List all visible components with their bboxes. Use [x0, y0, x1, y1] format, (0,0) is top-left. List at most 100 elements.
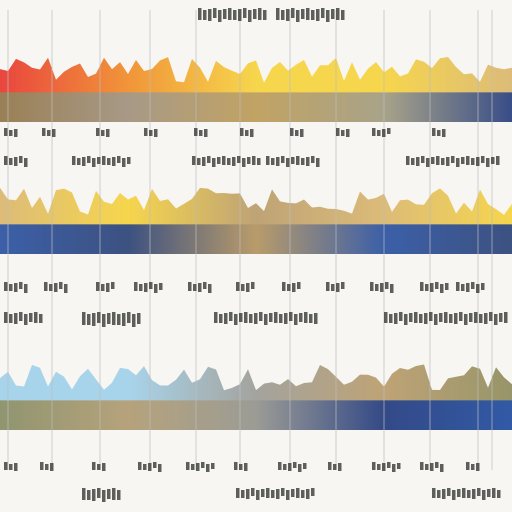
- smudge-mark: [87, 314, 91, 325]
- smudge-mark: [24, 284, 28, 293]
- smudge-mark: [9, 284, 13, 291]
- smudge-mark: [295, 130, 299, 136]
- smudge-mark: [466, 462, 470, 470]
- smudge-mark: [382, 129, 386, 137]
- smudge-mark: [346, 129, 350, 137]
- smudge-mark: [276, 157, 280, 166]
- smudge-mark: [192, 156, 196, 165]
- smudge-mark: [424, 313, 428, 324]
- smudge-mark: [387, 128, 391, 134]
- smudge-mark: [257, 158, 261, 165]
- smudge-mark: [382, 463, 386, 471]
- smudge-mark: [296, 156, 300, 165]
- smudge-mark: [442, 129, 446, 137]
- smudge-mark: [399, 312, 403, 321]
- smudge-mark: [159, 283, 163, 290]
- smudge-mark: [9, 158, 13, 165]
- smudge-mark: [266, 156, 270, 165]
- smudge-mark: [471, 158, 475, 165]
- smudge-mark: [47, 130, 51, 136]
- smudge-mark: [19, 282, 23, 289]
- smudge-mark: [487, 489, 491, 497]
- smudge-mark: [336, 283, 340, 292]
- smudge-mark: [435, 282, 439, 289]
- smudge-mark: [202, 157, 206, 166]
- smudge-mark: [49, 284, 53, 291]
- smudge-mark: [39, 314, 43, 323]
- smudge-mark: [259, 312, 263, 321]
- smudge-mark: [244, 312, 248, 323]
- smudge-mark: [333, 464, 337, 470]
- smudge-mark: [148, 463, 152, 471]
- smudge-mark: [252, 156, 256, 165]
- smudge-mark: [457, 489, 461, 497]
- smudge-mark: [54, 283, 58, 292]
- smudge-mark: [431, 157, 435, 164]
- smudge-mark: [241, 490, 245, 498]
- smudge-mark: [271, 490, 275, 498]
- smudge-mark: [375, 284, 379, 291]
- smudge-mark: [437, 130, 441, 136]
- smudge-mark: [87, 490, 91, 500]
- smudge-mark: [127, 157, 131, 164]
- smudge-mark: [45, 464, 49, 470]
- smudge-mark: [4, 312, 8, 323]
- smudge-mark: [452, 490, 456, 500]
- smudge-mark: [447, 488, 451, 496]
- smudge-mark: [274, 312, 278, 323]
- band-middle: [0, 187, 512, 254]
- smudge-mark: [284, 313, 288, 324]
- smudge-mark: [243, 8, 247, 18]
- smudge-mark: [234, 314, 238, 325]
- smudge-mark: [144, 283, 148, 292]
- smudge-mark: [437, 490, 441, 498]
- smudge-mark: [153, 462, 157, 468]
- smudge-mark: [466, 283, 470, 292]
- smudge-mark: [102, 156, 106, 165]
- smudge-mark: [9, 130, 13, 136]
- smudge-mark: [101, 130, 105, 136]
- smudge-mark: [228, 8, 232, 20]
- smudge-mark: [201, 462, 205, 468]
- smudge-mark: [304, 312, 308, 323]
- smudge-mark: [491, 157, 495, 164]
- smudge-mark: [426, 158, 430, 167]
- smudge-mark: [394, 313, 398, 324]
- smudge-mark: [42, 128, 46, 136]
- smudge-mark: [44, 282, 48, 291]
- smudge-mark: [296, 10, 300, 22]
- smudge-mark: [420, 462, 424, 470]
- smudge-mark: [224, 313, 228, 324]
- smudge-mark: [229, 312, 233, 321]
- smudge-mark: [479, 314, 483, 323]
- smudge-mark: [372, 128, 376, 136]
- smudge-mark: [212, 158, 216, 167]
- smudge-mark: [237, 156, 241, 163]
- smudge-mark: [486, 158, 490, 167]
- smudge-mark: [219, 314, 223, 323]
- smudge-mark: [101, 284, 105, 291]
- smudge-mark: [293, 462, 297, 468]
- smudge-mark: [380, 283, 384, 292]
- smudge-mark: [106, 129, 110, 137]
- smudge-mark: [4, 128, 8, 136]
- smudge-mark: [217, 157, 221, 164]
- smudge-mark: [288, 463, 292, 471]
- smudge-mark: [425, 464, 429, 470]
- smudge-mark: [149, 282, 153, 289]
- smudge-mark: [239, 464, 243, 470]
- smudge-mark: [441, 158, 445, 165]
- smudged-glyph-marks: [4, 8, 508, 502]
- smudge-mark: [112, 157, 116, 166]
- smudge-mark: [29, 313, 33, 322]
- ground-strip: [0, 92, 512, 122]
- smudge-mark: [494, 314, 498, 325]
- smudge-mark: [102, 314, 106, 327]
- smudge-mark: [4, 462, 8, 470]
- smudge-mark: [492, 488, 496, 498]
- smudge-mark: [107, 313, 111, 324]
- smudge-mark: [117, 490, 121, 500]
- band-bottom: [0, 364, 512, 430]
- smudge-mark: [14, 157, 18, 166]
- smudge-mark: [240, 128, 244, 136]
